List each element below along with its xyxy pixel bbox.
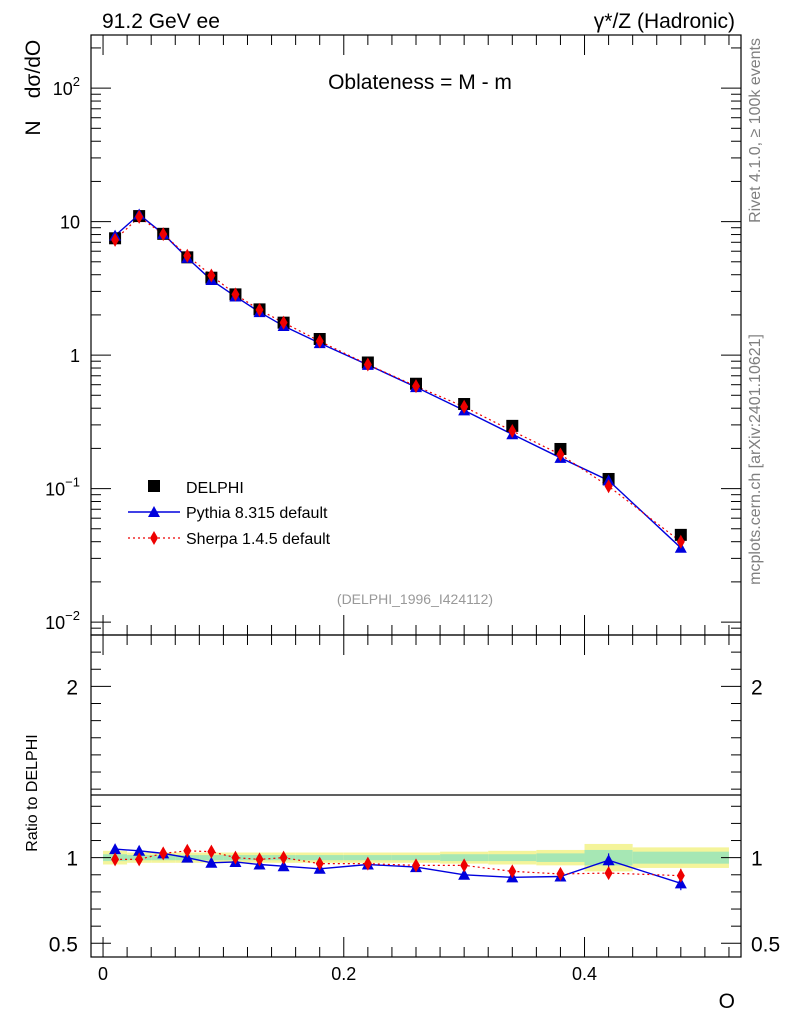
legend-label-pythia: Pythia 8.315 default [186,505,328,522]
sherpa-point [279,315,288,330]
sherpa-point [508,423,517,438]
y-tick-label: 1 [70,346,80,366]
sherpa-point [412,379,420,394]
ratio-pythia-point [458,868,471,880]
ratio-sherpa-point [183,843,192,858]
x-tick-label: 0.2 [331,964,356,984]
sherpa-point [111,232,120,247]
ratio-sherpa-point [159,846,168,861]
sherpa-point [460,399,469,414]
ratio-panel: Ratio to DELPHI 0.5 0.5 1 1 2 2 0 0.2 0.4 O [24,634,780,1013]
sherpa-point [556,447,565,462]
sherpa-point [207,268,216,283]
ratio-sherpa-point [363,856,372,871]
ratio-sherpa-point [207,844,216,859]
ratio-y-tick-label-right: 1 [751,848,763,871]
ratio-sherpa-point [315,856,324,871]
ratio-y-tick-label-right: 2 [751,676,763,699]
y-tick-label: 102 [53,74,80,99]
ratio-band-inner [632,851,729,864]
ratio-pythia-point [277,860,290,872]
ratio-sherpa-point [460,858,469,873]
sherpa-point [676,534,685,549]
ratio-frame [90,634,742,958]
x-tick-label: 0 [98,964,108,984]
ratio-sherpa-point [135,852,144,867]
ratio-y-axis-label: Ratio to DELPHI [24,734,41,851]
x-tick-label: 0.4 [572,964,597,984]
ratio-sherpa-point [508,864,517,879]
legend-marker-delphi [148,480,160,492]
y-axis-label-n: N [22,120,45,135]
sherpa-point [135,209,144,224]
ratio-band-inner [536,853,585,862]
legend: DELPHI Pythia 8.315 default Sherpa 1.4.5… [128,480,331,548]
legend-label-sherpa: Sherpa 1.4.5 default [186,531,331,548]
y-tick-label: 10 [60,213,80,233]
y-axis-label-frac: dσ/dO [22,40,45,99]
ratio-sherpa-point [231,850,240,865]
ratio-pythia-point [602,854,615,866]
ratio-sherpa-point [255,852,264,867]
ratio-band-inner [391,855,441,861]
sherpa-point [255,302,264,317]
watermark: (DELPHI_1996_I424112) [337,591,493,607]
pythia-line [114,213,682,549]
chart-title: Oblateness = M - m [328,71,512,94]
main-panel: Oblateness = M - m N dσ/dO (DELPHI_1996_… [22,34,742,636]
sherpa-point [315,334,324,349]
ratio-y-tick-label-right: 0.5 [751,933,780,956]
rivet-label: Rivet 4.1.0, ≥ 100k events [747,38,764,223]
ratio-pythia-point [674,877,687,889]
y-tick-label: 10−1 [45,475,80,500]
ratio-y-tick-label-left: 1 [66,848,78,871]
ratio-pythia-point [133,844,146,856]
mcplots-label: mcplots.cern.ch [arXiv:2401.10621] [747,334,764,585]
ratio-pythia-line [115,848,682,885]
x-axis-label: O [719,990,735,1013]
ratio-sherpa-point [111,852,120,867]
legend-marker-sherpa [150,531,158,545]
ratio-sherpa-point [676,868,685,883]
sherpa-point [183,248,192,263]
y-tick-label: 10−2 [45,608,80,633]
sherpa-point [363,357,372,372]
header-left: 91.2 GeV ee [102,10,220,33]
ratio-pythia-point [109,843,122,855]
ratio-sherpa-point [279,850,288,865]
ratio-band-inner [488,854,537,862]
ratio-pythia-point [205,856,218,868]
ratio-sherpa-line [115,850,681,877]
ratio-sherpa-point [412,858,420,873]
header-right: γ*/Z (Hadronic) [594,10,735,33]
ratio-y-tick-label-left: 0.5 [49,933,78,956]
ratio-sherpa-point [556,866,565,881]
sherpa-point [231,287,240,302]
sherpa-point [604,479,613,494]
sherpa-point [159,227,168,242]
ratio-sherpa-point [604,866,613,881]
legend-marker-pythia [148,506,160,517]
ratio-y-tick-label-left: 2 [66,676,78,699]
ratio-band-inner [440,854,489,862]
legend-label-delphi: DELPHI [186,480,244,497]
